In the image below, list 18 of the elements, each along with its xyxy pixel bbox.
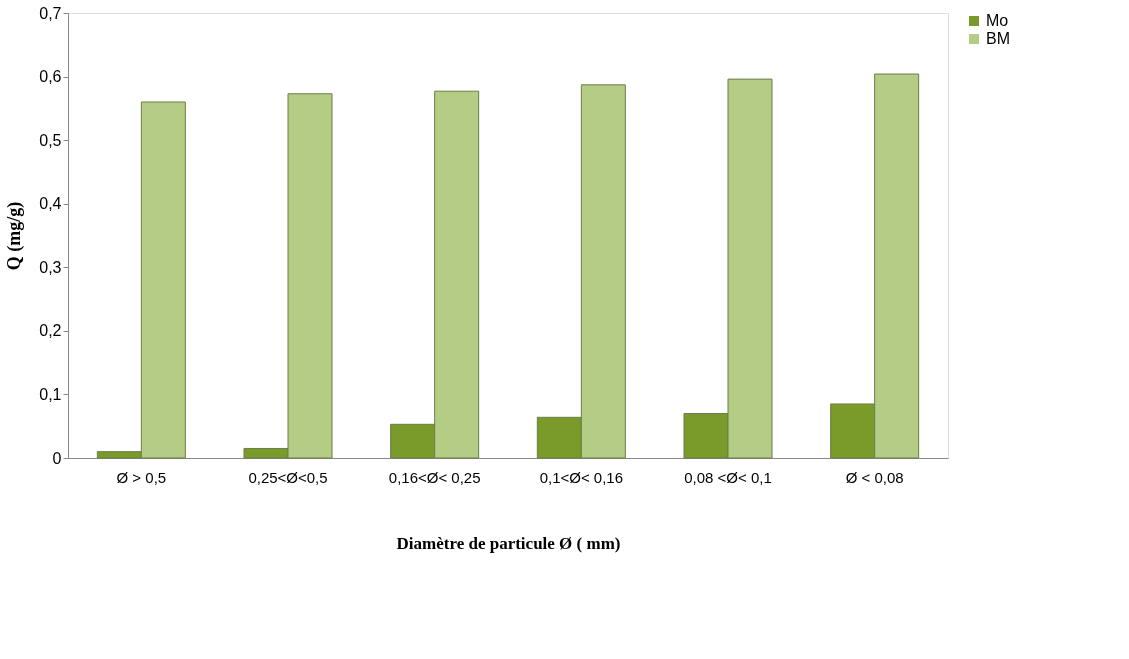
y-tick-label: 0,3 xyxy=(39,258,62,276)
x-tick-label: Ø < 0,08 xyxy=(845,468,904,486)
x-tick-label: Ø > 0,5 xyxy=(116,468,167,486)
x-tick-label: 0,08 <Ø< 0,1 xyxy=(684,468,772,486)
x-tick-label: 0,1<Ø< 0,16 xyxy=(539,468,624,486)
y-tick-label: 0,6 xyxy=(39,68,62,86)
y-tick-label: 0,5 xyxy=(39,131,62,149)
x-tick-label: 0,25<Ø<0,5 xyxy=(248,468,328,486)
legend-label: Mo xyxy=(986,12,1009,29)
x-axis-title: Diamètre de particule Ø ( mm) xyxy=(396,533,621,553)
y-tick-label: 0,4 xyxy=(39,195,62,213)
y-axis-title: Q (mg/g) xyxy=(4,201,26,271)
x-tick-label: 0,16<Ø< 0,25 xyxy=(388,468,481,486)
y-tick-label: 0,7 xyxy=(39,4,62,22)
y-tick-label: 0,1 xyxy=(39,385,62,403)
legend-label: BM xyxy=(986,30,1010,47)
y-tick-label: 0,2 xyxy=(39,322,62,340)
y-tick-label: 0 xyxy=(52,449,62,467)
